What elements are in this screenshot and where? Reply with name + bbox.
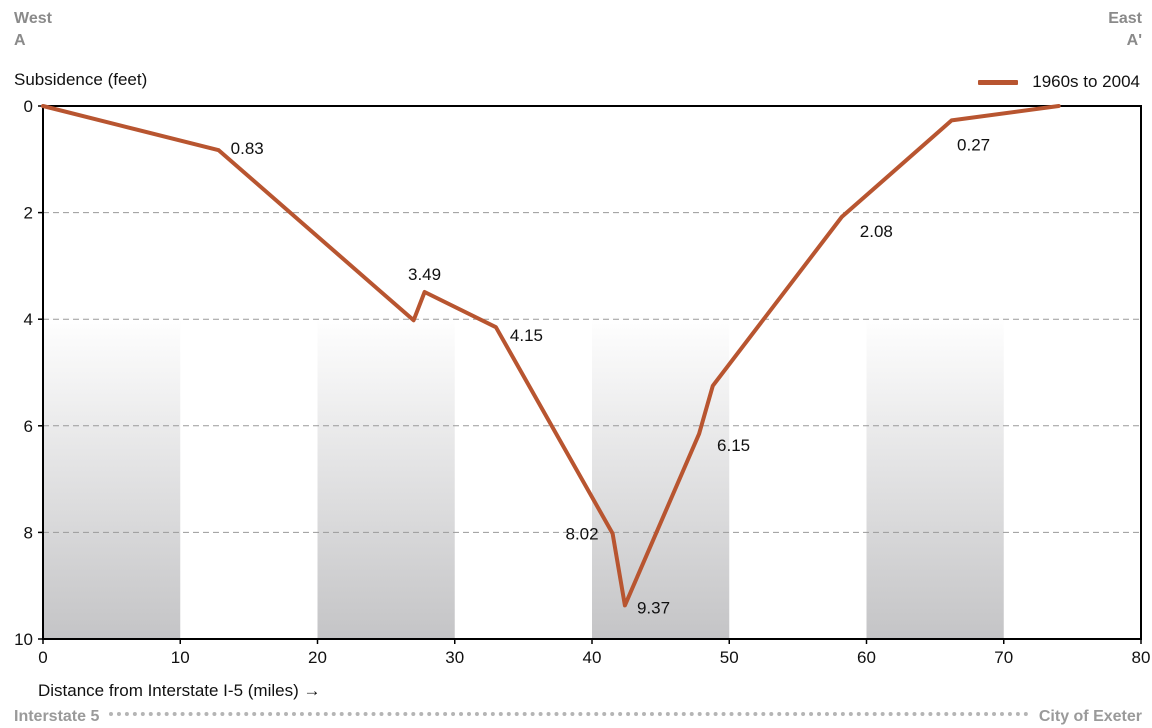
shaded-band-3 <box>866 287 1004 639</box>
a-prime-label: A' <box>1126 32 1142 49</box>
route-start-label: Interstate 5 <box>14 708 100 725</box>
shaded-band-2 <box>592 287 730 639</box>
x-axis-title: Distance from Interstate I-5 (miles) → <box>38 681 321 700</box>
y-tick-label-5: 10 <box>14 630 33 649</box>
east-label: East <box>1108 10 1142 27</box>
series-line-0 <box>41 104 1061 608</box>
y-tick-label-3: 6 <box>24 417 33 436</box>
legend: 1960s to 2004 <box>978 72 1140 92</box>
x-tick-label-8: 80 <box>1132 648 1151 667</box>
west-label: West <box>14 10 52 27</box>
x-tick-label-3: 30 <box>445 648 464 667</box>
data-label-3: 8.02 <box>565 524 598 543</box>
x-tick-label-1: 10 <box>171 648 190 667</box>
a-label: A <box>14 32 26 49</box>
data-label-7: 0.27 <box>957 135 990 154</box>
data-label-5: 6.15 <box>717 436 750 455</box>
data-label-0: 0.83 <box>231 139 264 158</box>
data-label-1: 3.49 <box>408 265 441 284</box>
x-tick-label-0: 0 <box>38 648 47 667</box>
y-tick-label-2: 4 <box>24 310 33 329</box>
shaded-band-1 <box>317 287 455 639</box>
shaded-band-0 <box>43 287 181 639</box>
y-axis-title: Subsidence (feet) <box>14 70 148 89</box>
x-tick-label-2: 20 <box>308 648 327 667</box>
route-end-label: City of Exeter <box>1038 708 1142 725</box>
subsidence-chart: 0 2 4 6 8 10 0 10 20 30 40 50 60 70 80 0.83 3.49 4.15 8.02… <box>14 97 1151 667</box>
x-tick-label-6: 60 <box>857 648 876 667</box>
x-tick-label-7: 70 <box>994 648 1013 667</box>
legend-swatch <box>978 79 1019 85</box>
data-label-2: 4.15 <box>510 326 543 345</box>
legend-label: 1960s to 2004 <box>1032 72 1140 91</box>
y-tick-label-0: 0 <box>24 97 33 116</box>
y-tick-label-1: 2 <box>24 204 33 223</box>
x-tick-label-4: 40 <box>583 648 602 667</box>
west-corner-label: West A <box>14 8 52 52</box>
data-label-4: 9.37 <box>637 598 670 617</box>
y-tick-label-4: 8 <box>24 523 33 542</box>
east-corner-label: East A' <box>1108 8 1142 52</box>
x-tick-label-5: 50 <box>720 648 739 667</box>
data-label-6: 2.08 <box>860 222 893 241</box>
route-dotted-line <box>109 712 1029 716</box>
route-strip: Interstate 5 City of Exeter <box>14 708 1142 726</box>
